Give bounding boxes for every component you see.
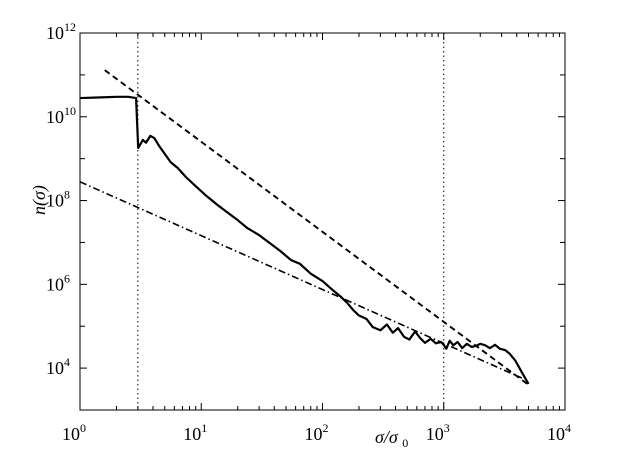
y-tick-label-exp: 4 — [64, 355, 70, 369]
x-tick-label: 100 — [62, 421, 86, 444]
x-tick-label: 102 — [305, 421, 329, 444]
x-tick-label: 101 — [183, 421, 207, 444]
x-tick-label-exp: 0 — [80, 421, 86, 435]
x-axis-label-text: σ/σ — [375, 427, 399, 447]
x-tick-label-base: 10 — [183, 424, 201, 444]
x-tick-label-base: 10 — [547, 424, 565, 444]
y-tick-label: 104 — [46, 355, 70, 378]
series-line-dashed — [104, 69, 530, 386]
y-tick-label-exp: 6 — [64, 271, 70, 285]
series-line-solid — [79, 95, 530, 385]
x-tick-label-exp: 3 — [444, 421, 450, 435]
x-tick-label-exp: 2 — [323, 421, 329, 435]
y-tick-label-exp: 8 — [64, 188, 70, 202]
x-axis-label-subscript: 0 — [402, 436, 408, 450]
y-tick-label-base: 10 — [46, 23, 64, 43]
x-tick-label: 104 — [547, 421, 571, 444]
x-axis-label: σ/σ 0 — [375, 427, 408, 450]
axis-ticks — [79, 32, 566, 411]
plot-area — [79, 33, 530, 410]
axes-frame — [79, 32, 566, 411]
x-tick-label-base: 10 — [62, 424, 80, 444]
y-tick-label-base: 10 — [46, 274, 64, 294]
x-tick-label-exp: 1 — [201, 421, 207, 435]
y-tick-label-base: 10 — [46, 358, 64, 378]
x-tick-label: 103 — [426, 421, 450, 444]
x-tick-label-base: 10 — [305, 424, 323, 444]
series-line-dash-dot — [79, 181, 523, 379]
y-tick-label-exp: 12 — [64, 20, 76, 34]
y-tick-label-base: 10 — [46, 191, 64, 211]
y-axis-label-text: n(σ) — [29, 185, 50, 215]
y-axis-label: n(σ) — [29, 185, 50, 215]
y-tick-label: 106 — [46, 271, 70, 294]
y-tick-label: 1010 — [46, 104, 76, 127]
x-tick-label-exp: 4 — [565, 421, 571, 435]
y-tick-label: 1012 — [46, 20, 76, 43]
x-tick-label-base: 10 — [426, 424, 444, 444]
y-tick-label-base: 10 — [46, 107, 64, 127]
y-tick-label-exp: 10 — [64, 104, 76, 118]
y-tick-label: 108 — [46, 188, 70, 211]
